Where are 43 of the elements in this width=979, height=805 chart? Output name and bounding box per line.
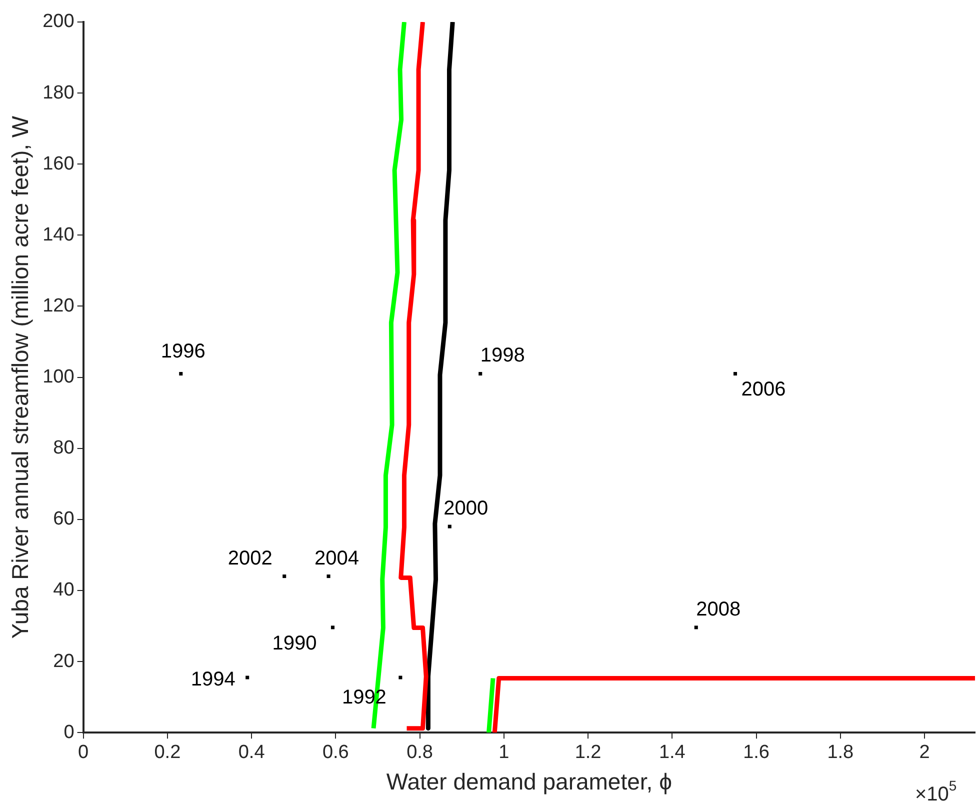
y-tick-label: 180 [42,82,74,104]
annotation: 2008 [696,598,741,620]
annotation: 2000 [444,498,488,520]
x-tick-label: 1.8 [827,742,854,764]
annotation: 2002 [228,547,272,570]
point [246,676,250,680]
annotation: 1996 [160,340,206,363]
x-tick-label: 1.4 [658,742,686,764]
point [694,626,698,630]
y-tick-label: 20 [53,650,74,672]
point [478,372,482,376]
x-tick-label: 0.8 [406,742,433,764]
x-tick-label: 1.2 [574,742,602,764]
annotation: 1994 [190,668,236,691]
y-tick-label: 0 [64,722,74,743]
point [733,372,738,376]
y-tick-label: 80 [53,438,74,459]
y-tick-label: 160 [42,153,74,174]
x-tick-label: 0 [78,742,89,764]
point [330,626,334,630]
x-tick-label: 1.6 [743,742,770,764]
point [448,524,452,528]
y-tick-label: 200 [42,11,74,32]
annotation: 1998 [480,344,525,367]
x-axis-title: Water demand parameter, ϕ [386,768,672,795]
y-tick-label: 140 [42,224,74,246]
annotation: 2006 [741,378,786,401]
y-tick-label: 60 [53,508,74,530]
point [282,574,286,578]
y-axis-title: Yuba River annual streamflow (million acre feet), W [7,116,34,639]
y-tick-label: 120 [42,295,74,316]
y-tick-label: 100 [42,366,74,388]
y-tick-label: 40 [53,580,74,601]
x-tick-label: 1 [498,742,510,764]
annotation: 1990 [272,632,317,654]
point [326,574,330,578]
x-tick-label: 0.2 [154,742,181,764]
x-tick-label: 2 [919,742,930,764]
annotation: 2004 [314,547,360,570]
point [398,676,402,680]
x-tick-label: 0.4 [238,742,266,764]
point [179,372,183,376]
x-tick-label: 0.6 [322,742,349,764]
